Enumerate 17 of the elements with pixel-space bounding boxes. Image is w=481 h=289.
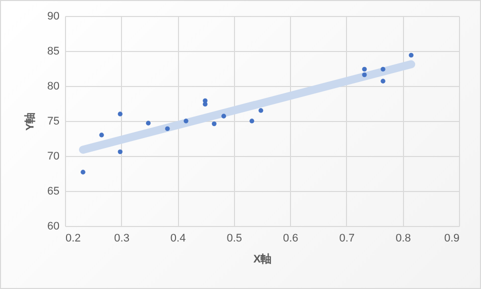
x-tick-label: 0.3: [114, 232, 130, 244]
y-tick-label: 70: [47, 150, 60, 162]
x-tick-label: 0.6: [282, 232, 298, 244]
y-tick-label: 90: [47, 10, 60, 22]
x-tick-label: 0.9: [444, 232, 460, 244]
y-tick-label: 85: [47, 46, 60, 58]
x-tick-label: 0.5: [226, 232, 242, 244]
x-tick-label: 0.8: [396, 232, 411, 244]
x-axis-title: X軸: [253, 252, 272, 266]
x-tick-label: 0.4: [170, 232, 186, 244]
x-tick-label: 0.7: [339, 232, 355, 244]
y-tick-label: 80: [47, 80, 60, 92]
y-tick-label: 65: [47, 186, 60, 198]
y-tick-label: 60: [47, 220, 60, 232]
x-tick-label: 0.2: [66, 232, 81, 244]
y-tick-label: 75: [47, 116, 60, 128]
y-axis-title: Y軸: [23, 112, 36, 131]
